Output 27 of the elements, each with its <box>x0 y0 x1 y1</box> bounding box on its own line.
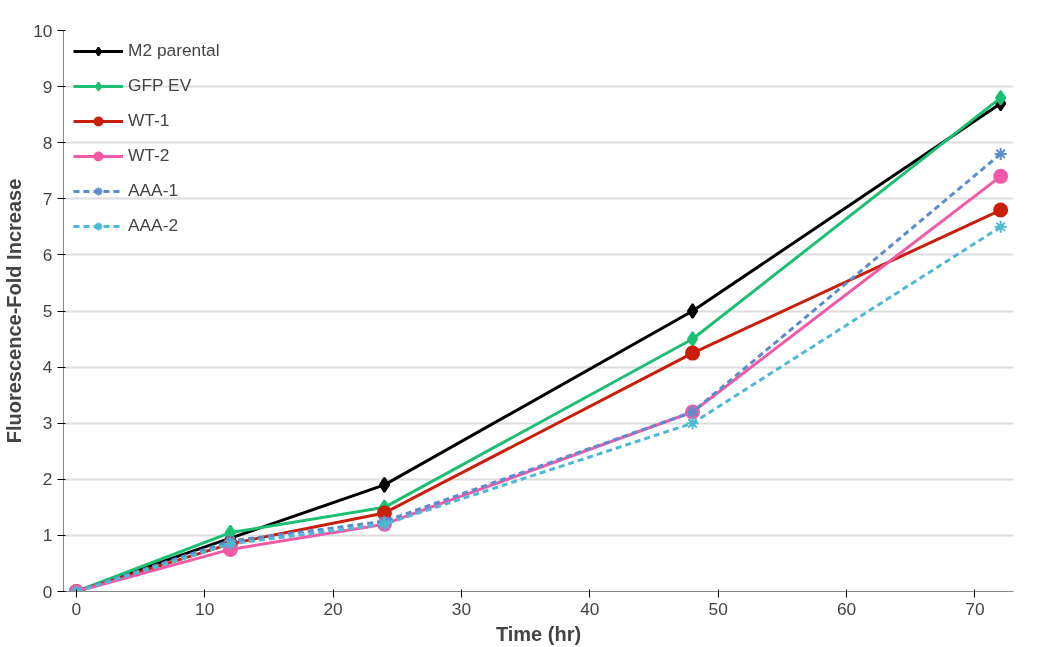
x-tick-label: 10 <box>195 598 215 619</box>
y-tick-label: 8 <box>42 132 53 153</box>
x-tick-label: 50 <box>708 598 728 619</box>
legend-label: AAA-1 <box>128 180 179 201</box>
legend-label: AAA-2 <box>128 215 179 236</box>
x-tick-label: 70 <box>965 598 985 619</box>
x-tick-label: 0 <box>71 598 82 619</box>
y-tick-label: 6 <box>42 244 53 265</box>
y-tick-label: 4 <box>42 357 53 378</box>
y-tick-label: 2 <box>42 469 53 490</box>
y-tick-label: 5 <box>42 301 53 321</box>
legend-label: WT-2 <box>128 145 170 166</box>
y-tick-label: 10 <box>33 20 53 41</box>
x-tick-label: 20 <box>323 598 343 619</box>
x-tick-label: 40 <box>580 598 600 619</box>
y-tick-label: 7 <box>42 188 53 209</box>
y-tick-label: 0 <box>42 581 53 602</box>
x-tick-label: 60 <box>836 598 857 619</box>
y-axis-title: Fluorescence-Fold Increase <box>3 178 26 444</box>
x-tick-label: 30 <box>451 598 472 619</box>
y-tick-label: 9 <box>42 76 53 97</box>
legend-label: M2 parental <box>128 40 220 61</box>
y-tick-label: 1 <box>42 525 53 546</box>
y-tick-label: 3 <box>42 413 53 434</box>
legend-label: GFP EV <box>128 75 192 96</box>
x-axis-title: Time (hr) <box>495 622 582 645</box>
legend-label: WT-1 <box>128 110 170 131</box>
